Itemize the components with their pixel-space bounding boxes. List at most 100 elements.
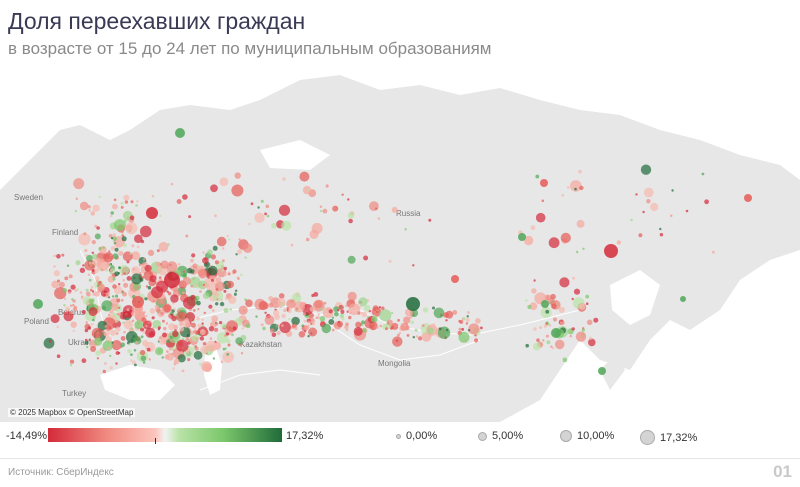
municipality-marker[interactable] bbox=[178, 263, 181, 266]
municipality-marker[interactable] bbox=[70, 284, 76, 290]
municipality-marker[interactable] bbox=[53, 270, 61, 277]
municipality-marker[interactable] bbox=[128, 343, 131, 346]
municipality-marker[interactable] bbox=[51, 280, 59, 289]
municipality-marker[interactable] bbox=[176, 311, 187, 322]
municipality-marker[interactable] bbox=[56, 354, 61, 359]
municipality-marker[interactable] bbox=[386, 319, 393, 326]
municipality-marker[interactable] bbox=[598, 367, 606, 375]
municipality-marker[interactable] bbox=[536, 338, 540, 343]
municipality-marker[interactable] bbox=[116, 298, 121, 303]
municipality-marker[interactable] bbox=[258, 300, 268, 311]
municipality-marker[interactable] bbox=[199, 336, 205, 341]
municipality-marker[interactable] bbox=[127, 349, 132, 354]
municipality-marker[interactable] bbox=[604, 244, 618, 258]
municipality-marker[interactable] bbox=[347, 291, 357, 301]
municipality-marker[interactable] bbox=[92, 318, 95, 322]
municipality-marker[interactable] bbox=[136, 245, 140, 249]
municipality-marker[interactable] bbox=[223, 266, 227, 271]
municipality-marker[interactable] bbox=[234, 172, 241, 179]
municipality-marker[interactable] bbox=[146, 347, 151, 352]
municipality-marker[interactable] bbox=[191, 253, 196, 258]
municipality-marker[interactable] bbox=[147, 321, 150, 325]
municipality-marker[interactable] bbox=[121, 236, 127, 242]
municipality-marker[interactable] bbox=[99, 281, 102, 284]
municipality-marker[interactable] bbox=[282, 177, 286, 181]
municipality-marker[interactable] bbox=[345, 328, 349, 332]
municipality-marker[interactable] bbox=[120, 336, 126, 341]
municipality-marker[interactable] bbox=[685, 209, 689, 213]
municipality-marker[interactable] bbox=[197, 323, 202, 328]
municipality-marker[interactable] bbox=[124, 312, 128, 316]
municipality-dots[interactable] bbox=[33, 128, 752, 375]
municipality-marker[interactable] bbox=[187, 333, 191, 338]
municipality-marker[interactable] bbox=[319, 307, 322, 310]
municipality-marker[interactable] bbox=[452, 310, 458, 315]
municipality-marker[interactable] bbox=[149, 275, 157, 283]
municipality-marker[interactable] bbox=[307, 335, 310, 338]
municipality-marker[interactable] bbox=[70, 321, 77, 328]
municipality-marker[interactable] bbox=[585, 294, 590, 299]
municipality-marker[interactable] bbox=[558, 306, 565, 313]
municipality-marker[interactable] bbox=[222, 259, 225, 263]
municipality-marker[interactable] bbox=[397, 318, 400, 322]
municipality-marker[interactable] bbox=[116, 219, 120, 223]
municipality-marker[interactable] bbox=[226, 280, 234, 289]
municipality-marker[interactable] bbox=[95, 275, 100, 281]
municipality-marker[interactable] bbox=[101, 305, 107, 311]
municipality-marker[interactable] bbox=[192, 330, 197, 334]
municipality-marker[interactable] bbox=[227, 271, 231, 275]
municipality-marker[interactable] bbox=[112, 284, 117, 289]
municipality-marker[interactable] bbox=[546, 298, 549, 301]
municipality-marker[interactable] bbox=[192, 263, 198, 269]
municipality-marker[interactable] bbox=[307, 320, 311, 324]
municipality-marker[interactable] bbox=[201, 361, 212, 372]
municipality-marker[interactable] bbox=[84, 328, 89, 333]
municipality-marker[interactable] bbox=[228, 295, 237, 304]
municipality-marker[interactable] bbox=[172, 330, 179, 338]
municipality-marker[interactable] bbox=[535, 212, 546, 223]
municipality-marker[interactable] bbox=[278, 204, 291, 216]
municipality-marker[interactable] bbox=[142, 339, 149, 347]
municipality-marker[interactable] bbox=[132, 331, 135, 334]
municipality-marker[interactable] bbox=[215, 288, 219, 291]
municipality-marker[interactable] bbox=[88, 261, 92, 265]
municipality-marker[interactable] bbox=[133, 349, 137, 352]
municipality-marker[interactable] bbox=[131, 251, 141, 261]
municipality-marker[interactable] bbox=[208, 304, 213, 309]
municipality-marker[interactable] bbox=[310, 327, 313, 330]
municipality-marker[interactable] bbox=[341, 317, 345, 321]
municipality-marker[interactable] bbox=[281, 324, 284, 327]
municipality-marker[interactable] bbox=[443, 312, 449, 318]
municipality-marker[interactable] bbox=[83, 232, 87, 236]
municipality-marker[interactable] bbox=[140, 355, 147, 362]
municipality-marker[interactable] bbox=[578, 169, 582, 174]
municipality-marker[interactable] bbox=[50, 314, 60, 324]
municipality-marker[interactable] bbox=[299, 171, 310, 182]
municipality-marker[interactable] bbox=[210, 184, 218, 193]
municipality-marker[interactable] bbox=[278, 293, 285, 299]
municipality-marker[interactable] bbox=[181, 369, 185, 373]
municipality-marker[interactable] bbox=[121, 234, 125, 238]
municipality-marker[interactable] bbox=[286, 299, 296, 309]
municipality-marker[interactable] bbox=[576, 219, 585, 228]
municipality-marker[interactable] bbox=[88, 278, 92, 282]
municipality-marker[interactable] bbox=[178, 307, 181, 311]
municipality-marker[interactable] bbox=[579, 303, 586, 310]
municipality-marker[interactable] bbox=[235, 253, 238, 256]
municipality-marker[interactable] bbox=[227, 343, 231, 347]
municipality-marker[interactable] bbox=[115, 332, 119, 335]
municipality-marker[interactable] bbox=[129, 215, 135, 220]
municipality-marker[interactable] bbox=[190, 258, 194, 263]
municipality-marker[interactable] bbox=[195, 268, 198, 271]
municipality-marker[interactable] bbox=[271, 223, 277, 229]
municipality-marker[interactable] bbox=[532, 342, 541, 351]
municipality-marker[interactable] bbox=[170, 182, 174, 186]
municipality-marker[interactable] bbox=[525, 343, 529, 348]
municipality-marker[interactable] bbox=[166, 290, 169, 293]
municipality-marker[interactable] bbox=[322, 309, 325, 312]
municipality-marker[interactable] bbox=[193, 271, 197, 274]
municipality-marker[interactable] bbox=[221, 323, 227, 329]
municipality-marker[interactable] bbox=[88, 338, 92, 341]
municipality-marker[interactable] bbox=[132, 296, 144, 308]
municipality-marker[interactable] bbox=[109, 267, 116, 274]
